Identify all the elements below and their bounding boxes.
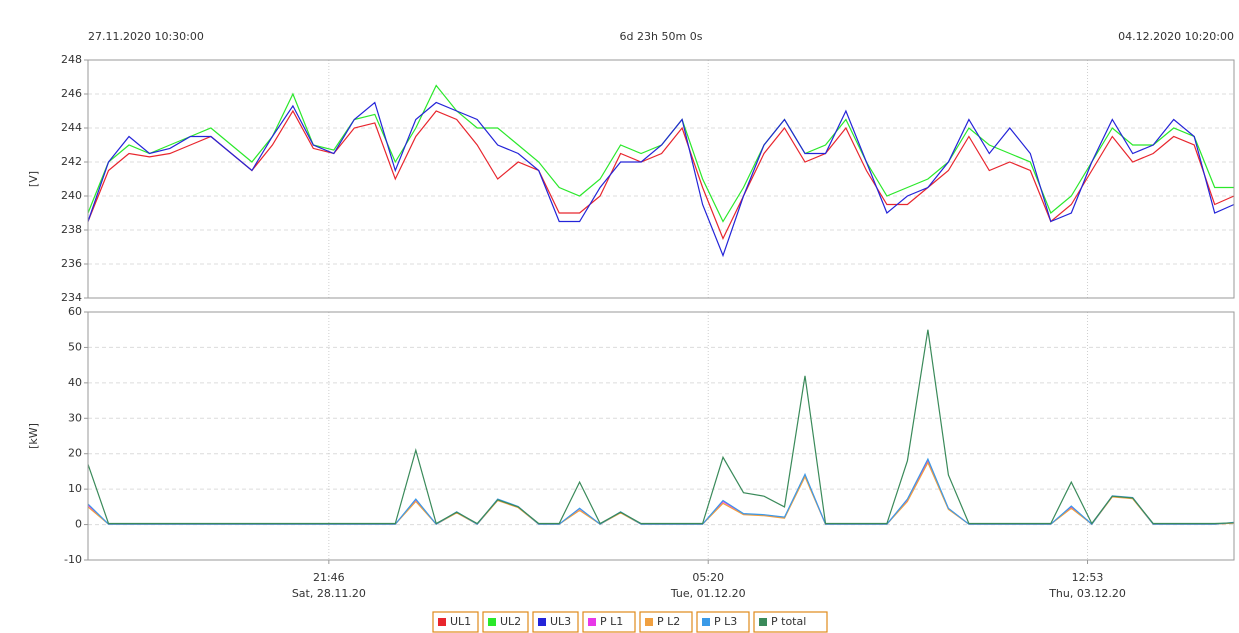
y-tick-label: 248 bbox=[61, 53, 82, 66]
legend-swatch bbox=[759, 618, 767, 626]
legend-box bbox=[432, 611, 479, 633]
y-tick-label: 244 bbox=[61, 121, 82, 134]
legend-box bbox=[753, 611, 828, 633]
x-tick-sublabel: Tue, 01.12.20 bbox=[670, 587, 746, 600]
legend-box bbox=[639, 611, 693, 633]
y-tick-label: 60 bbox=[68, 305, 82, 318]
y-tick-label: 30 bbox=[68, 411, 82, 424]
y-tick-label: 50 bbox=[68, 340, 82, 353]
legend: UL1 UL2 UL3 P L1 P L2 P L3 P total bbox=[432, 611, 828, 633]
plot-frame bbox=[87, 59, 1235, 299]
y-tick-label: 238 bbox=[61, 223, 82, 236]
series-line bbox=[87, 329, 1235, 525]
y-tick-label: 40 bbox=[68, 376, 82, 389]
duration: 6d 23h 50m 0s bbox=[620, 30, 703, 43]
x-tick-sublabel: Sat, 28.11.20 bbox=[292, 587, 366, 600]
legend-label: UL3 bbox=[550, 615, 571, 628]
legend-box bbox=[482, 611, 529, 633]
y-tick-label: 10 bbox=[68, 482, 82, 495]
series-line bbox=[87, 101, 1235, 258]
legend-box bbox=[532, 611, 579, 633]
legend-label: P L3 bbox=[714, 615, 737, 628]
legend-label: UL1 bbox=[450, 615, 471, 628]
legend-swatch bbox=[588, 618, 596, 626]
start-time: 27.11.2020 10:30:00 bbox=[88, 30, 204, 43]
legend-swatch bbox=[488, 618, 496, 626]
legend-swatch bbox=[538, 618, 546, 626]
legend-swatch bbox=[438, 618, 446, 626]
end-time: 04.12.2020 10:20:00 bbox=[1118, 30, 1234, 43]
series-line bbox=[87, 109, 1235, 240]
legend-swatch bbox=[645, 618, 653, 626]
plot-frame bbox=[87, 311, 1235, 561]
y-tick-label: 240 bbox=[61, 189, 82, 202]
legend-label: P L1 bbox=[600, 615, 623, 628]
x-tick-label: 12:53 bbox=[1072, 571, 1104, 584]
y-tick-label: -10 bbox=[64, 553, 82, 566]
y-axis-label: [V] bbox=[27, 171, 40, 187]
legend-label: P total bbox=[771, 615, 806, 628]
legend-swatch bbox=[702, 618, 710, 626]
y-tick-label: 0 bbox=[75, 518, 82, 531]
y-axis-label: [kW] bbox=[27, 423, 40, 449]
x-tick-label: 21:46 bbox=[313, 571, 345, 584]
series-line bbox=[87, 457, 1235, 526]
x-tick-sublabel: Thu, 03.12.20 bbox=[1048, 587, 1126, 600]
legend-box bbox=[696, 611, 750, 633]
y-tick-label: 236 bbox=[61, 257, 82, 270]
legend-box bbox=[582, 611, 636, 633]
x-tick-label: 05:20 bbox=[692, 571, 724, 584]
legend-label: UL2 bbox=[500, 615, 521, 628]
y-tick-label: 20 bbox=[68, 447, 82, 460]
y-tick-label: 242 bbox=[61, 155, 82, 168]
y-tick-label: 234 bbox=[61, 291, 82, 304]
legend-label: P L2 bbox=[657, 615, 680, 628]
y-tick-label: 246 bbox=[61, 87, 82, 100]
